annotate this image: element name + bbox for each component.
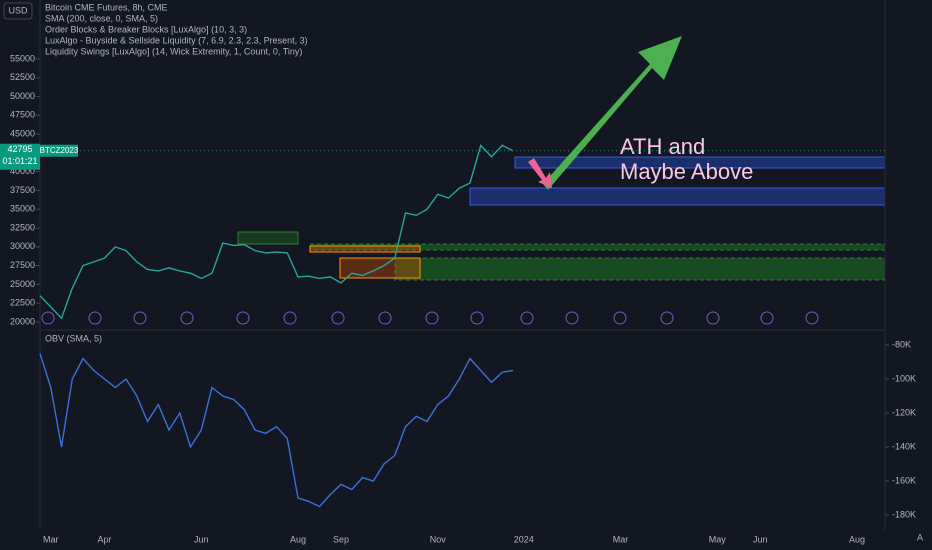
y-tick-label: 40000 (10, 166, 35, 176)
series-line (39, 353, 514, 508)
x-tick-label: Mar (43, 534, 59, 544)
y-tick-label: 47500 (10, 110, 35, 120)
y-tick-label: 35000 (10, 204, 35, 214)
obv-label: OBV (SMA, 5) (45, 333, 102, 343)
marker (470, 311, 484, 325)
x-tick-label: Aug (849, 534, 865, 544)
y2-tick-label: -180K (892, 509, 916, 519)
arrow (528, 158, 552, 188)
y-tick-label: 52500 (10, 72, 35, 82)
y2-tick-label: -140K (892, 441, 916, 451)
annotation: ATH and (620, 134, 705, 159)
x-tick-label: May (709, 534, 727, 544)
y2-tick-label: -160K (892, 475, 916, 485)
y-tick-label: 22500 (10, 298, 35, 308)
marker (520, 311, 534, 325)
y-tick-label: 27500 (10, 260, 35, 270)
indicator-label: Liquidity Swings [LuxAlgo] (14, Wick Ext… (45, 46, 302, 56)
marker (425, 311, 439, 325)
y-tick-label: 50000 (10, 91, 35, 101)
y-tick-label: 20000 (10, 316, 35, 326)
marker (613, 311, 627, 325)
x-tick-label: Apr (97, 534, 111, 544)
symbol-tag-box (40, 144, 78, 157)
series-line (39, 144, 514, 320)
y-tick-label: 25000 (10, 279, 35, 289)
order-block (309, 245, 421, 253)
x-tick-label: 2024 (514, 534, 534, 544)
marker (331, 311, 345, 325)
marker (760, 311, 774, 325)
y-tick-label: 55000 (10, 53, 35, 63)
y2-tick-label: -120K (892, 407, 916, 417)
arrow (543, 36, 682, 190)
x-tick-label: Aug (290, 534, 306, 544)
currency-box[interactable] (3, 2, 33, 20)
y2-tick-label: -80K (892, 339, 911, 349)
scale-button[interactable]: A (917, 532, 923, 542)
currency[interactable]: USD (8, 5, 28, 15)
liquidity-zone (394, 257, 886, 281)
marker (133, 311, 147, 325)
marker (565, 311, 579, 325)
last-price-box (0, 143, 40, 170)
marker (283, 311, 297, 325)
y-tick-label: 45000 (10, 129, 35, 139)
liquidity-zone (469, 187, 886, 206)
y-tick-label: 32500 (10, 222, 35, 232)
marker (706, 311, 720, 325)
marker (660, 311, 674, 325)
y-tick-label: 30000 (10, 241, 35, 251)
y-tick-label: 37500 (10, 185, 35, 195)
annotation: Maybe Above (620, 159, 753, 184)
symbol-tag: BTCZ2023 (40, 146, 79, 155)
x-tick-label: Sep (333, 534, 349, 544)
marker (378, 311, 392, 325)
last-price: 42795 (7, 144, 32, 154)
marker (180, 311, 194, 325)
marker (88, 311, 102, 325)
y2-tick-label: -100K (892, 373, 916, 383)
order-block (237, 231, 299, 245)
countdown: 01:01:21 (2, 156, 37, 166)
marker (41, 311, 55, 325)
x-tick-label: Mar (613, 534, 629, 544)
marker (805, 311, 819, 325)
replay-markers (41, 311, 819, 325)
indicator-label: Order Blocks & Breaker Blocks [LuxAlgo] … (45, 24, 247, 34)
indicator-label: SMA (200, close, 0, SMA, 5) (45, 13, 158, 23)
x-tick-label: Nov (430, 534, 447, 544)
marker (236, 311, 250, 325)
x-tick-label: Jun (194, 534, 209, 544)
indicator-label: LuxAlgo - Buyside & Sellside Liquidity (… (45, 35, 308, 45)
symbol-title: Bitcoin CME Futures, 8h, CME (45, 2, 168, 12)
x-tick-label: Jun (753, 534, 768, 544)
